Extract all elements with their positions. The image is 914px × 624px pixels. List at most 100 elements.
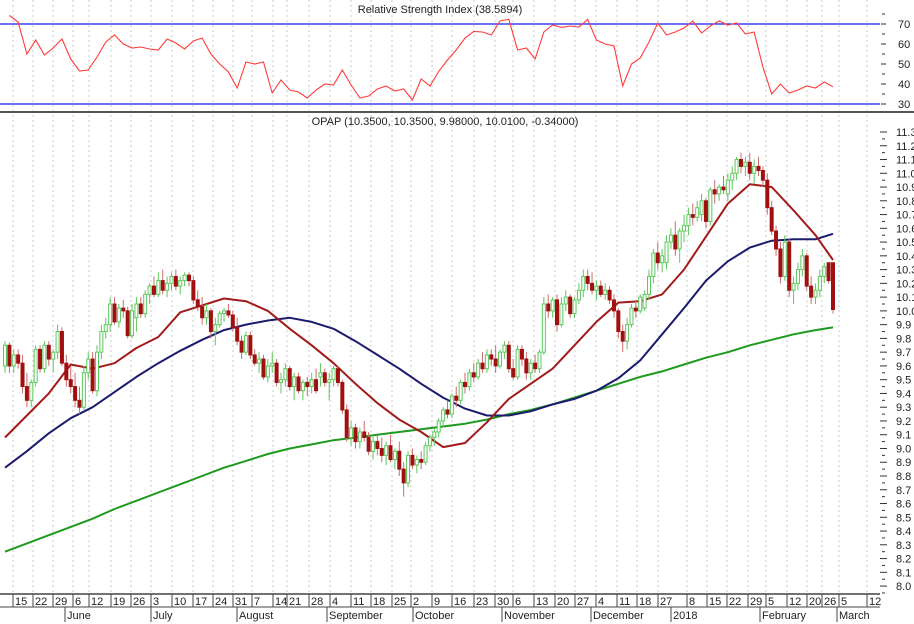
candle-down — [397, 450, 402, 470]
candle-up — [449, 395, 454, 415]
candle-up — [99, 331, 104, 353]
candle-down — [511, 368, 516, 378]
candle-up — [156, 280, 161, 295]
candle-down — [195, 299, 200, 308]
x-month-label: July — [153, 610, 173, 622]
candle-up — [86, 358, 91, 374]
candle-up — [717, 186, 722, 195]
candle-down — [703, 200, 708, 222]
candle-up — [642, 293, 647, 309]
candle-down — [454, 395, 459, 401]
candle-up — [638, 296, 643, 312]
x-day-label: 12 — [869, 596, 881, 608]
candle-up — [349, 427, 354, 438]
candle-down — [401, 468, 406, 484]
candle-down — [344, 409, 349, 438]
candle-up — [292, 376, 297, 388]
price-tick-label: 8.3 — [896, 540, 911, 552]
rsi-tick-label: 40 — [898, 79, 910, 91]
candle-down — [778, 248, 783, 277]
x-day-label: 2 — [413, 596, 419, 608]
candle-up — [178, 280, 183, 287]
candle-up — [813, 289, 818, 298]
candle-down — [68, 379, 73, 388]
candle-down — [90, 358, 95, 392]
x-month-label: September — [329, 610, 383, 622]
candle-down — [633, 307, 638, 312]
x-day-label: 27 — [577, 596, 589, 608]
candle-up — [204, 310, 209, 319]
candle-up — [265, 365, 270, 378]
x-day-label: 18 — [373, 596, 385, 608]
price-tick-label: 10.6 — [896, 223, 914, 235]
candle-up — [537, 351, 542, 370]
candle-up — [664, 241, 669, 264]
candle-up — [817, 275, 822, 291]
candle-up — [563, 296, 568, 305]
x-day-label: 27 — [660, 596, 672, 608]
candle-down — [261, 358, 266, 378]
candle-up — [484, 354, 489, 370]
candle-down — [305, 381, 310, 388]
candle-up — [699, 200, 704, 216]
candle-up — [734, 159, 739, 174]
candle-down — [287, 368, 292, 388]
price-tick-label: 11.0 — [896, 168, 914, 180]
price-tick-label: 8.9 — [896, 457, 911, 469]
candle-up — [309, 379, 314, 388]
candle-up — [406, 454, 411, 484]
rsi-tick-label: 50 — [898, 59, 910, 71]
candle-up — [11, 354, 16, 367]
x-day-label: 29 — [55, 596, 67, 608]
candle-down — [24, 386, 29, 401]
candle-up — [625, 324, 630, 342]
candle-up — [668, 234, 673, 243]
candle-up — [629, 307, 634, 326]
candle-up — [279, 379, 283, 383]
candle-down — [322, 372, 327, 383]
candle-up — [458, 381, 463, 401]
x-day-label: 21 — [289, 596, 301, 608]
candle-down — [607, 289, 612, 301]
candle-down — [121, 307, 126, 312]
candle-up — [498, 351, 503, 367]
candle-up — [384, 445, 389, 456]
candle-down — [739, 159, 743, 167]
candle-down — [480, 362, 485, 370]
moving-average-short — [4, 183, 834, 449]
price-tick-label: 10.4 — [896, 251, 914, 263]
x-day-label: 12 — [789, 596, 801, 608]
candle-up — [682, 225, 687, 232]
x-day-label: 3 — [153, 596, 159, 608]
candle-up — [559, 303, 564, 326]
price-tick-label: 9.2 — [896, 416, 911, 428]
candle-up — [213, 324, 218, 333]
candle-up — [182, 274, 187, 282]
candle-down — [379, 447, 384, 456]
candle-up — [432, 431, 437, 438]
candle-up — [427, 436, 432, 447]
x-day-label: 13 — [536, 596, 548, 608]
x-day-label: 4 — [332, 596, 338, 608]
candle-up — [800, 255, 805, 271]
x-month-label: 2018 — [673, 610, 697, 622]
candle-up — [730, 172, 735, 181]
candle-down — [489, 354, 494, 360]
price-tick-label: 8.4 — [896, 526, 911, 538]
candle-down — [774, 230, 779, 250]
price-tick-label: 9.9 — [896, 320, 911, 332]
candle-up — [581, 275, 586, 291]
x-day-label: 16 — [454, 596, 466, 608]
candle-down — [831, 262, 835, 311]
x-day-label: 31 — [235, 596, 247, 608]
candle-down — [200, 306, 205, 319]
candle-down — [585, 275, 590, 284]
x-day-label: 17 — [195, 596, 207, 608]
candle-up — [441, 409, 446, 422]
price-tick-label: 9.4 — [896, 388, 911, 400]
candle-up — [116, 307, 121, 323]
x-month-label: August — [239, 610, 273, 622]
candle-up — [371, 441, 375, 452]
candle-down — [568, 296, 573, 315]
